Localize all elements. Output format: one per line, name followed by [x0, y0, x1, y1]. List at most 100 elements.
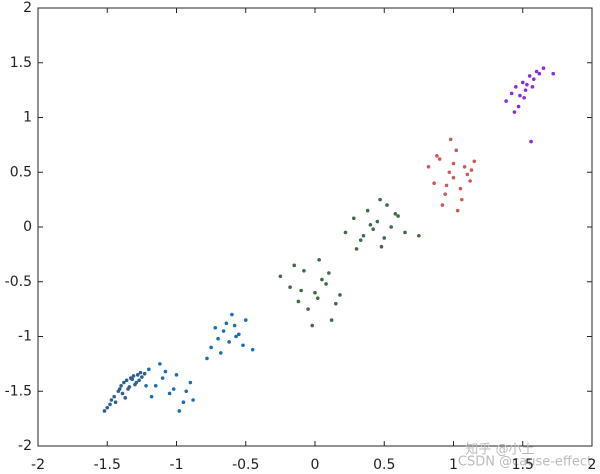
- point: [209, 345, 213, 350]
- point: [306, 307, 310, 311]
- point: [385, 203, 389, 207]
- point: [144, 383, 148, 388]
- point: [177, 409, 182, 413]
- point: [123, 396, 128, 400]
- point: [361, 233, 366, 238]
- point: [426, 164, 431, 169]
- point: [455, 208, 460, 213]
- point: [354, 247, 359, 251]
- point: [134, 380, 139, 385]
- point: [191, 398, 195, 402]
- point: [122, 380, 126, 385]
- point: [534, 69, 539, 74]
- point: [112, 394, 116, 399]
- point: [448, 137, 453, 142]
- plot-frame: [37, 7, 593, 447]
- point: [167, 391, 172, 396]
- point: [140, 375, 144, 379]
- point: [138, 370, 143, 375]
- point: [171, 387, 176, 391]
- point: [278, 274, 283, 279]
- point: [518, 93, 522, 98]
- point: [504, 99, 508, 103]
- x-tick-label: 2: [588, 457, 597, 473]
- point: [315, 296, 320, 300]
- point: [520, 80, 525, 85]
- point: [382, 236, 387, 240]
- point: [324, 282, 328, 286]
- point: [343, 230, 348, 235]
- point: [525, 82, 529, 87]
- point: [417, 233, 421, 238]
- y-tick-label: -0.5: [5, 274, 32, 290]
- point: [530, 85, 535, 89]
- y-tick-label: 2: [23, 0, 32, 16]
- point: [451, 175, 456, 180]
- point: [174, 373, 179, 377]
- point: [396, 214, 400, 218]
- point: [102, 409, 107, 413]
- x-tick-label: -0.5: [232, 457, 259, 473]
- point: [232, 323, 237, 328]
- point: [458, 186, 463, 191]
- point: [213, 325, 218, 330]
- point: [130, 377, 134, 382]
- point: [532, 77, 536, 81]
- point: [527, 74, 532, 78]
- point: [375, 219, 380, 224]
- x-tick-label: 0.5: [373, 457, 395, 473]
- point: [338, 293, 342, 297]
- point: [313, 290, 317, 295]
- point: [443, 192, 447, 196]
- point: [113, 400, 118, 405]
- point: [124, 378, 129, 383]
- point: [541, 66, 546, 71]
- point: [234, 334, 238, 339]
- point: [149, 394, 154, 399]
- point: [153, 383, 158, 388]
- point: [163, 369, 168, 374]
- point: [158, 362, 162, 366]
- y-tick-label: -2: [18, 438, 32, 454]
- x-tick-label: -2: [31, 457, 45, 473]
- point: [351, 216, 356, 221]
- point: [447, 170, 452, 175]
- point: [216, 336, 220, 341]
- point: [105, 405, 110, 410]
- y-tick-label: -1: [18, 329, 32, 345]
- point: [160, 376, 165, 380]
- point: [393, 212, 398, 216]
- y-tick-label: 1: [23, 110, 32, 126]
- x-tick-label: -1: [170, 457, 184, 473]
- point: [147, 367, 151, 372]
- point: [437, 157, 442, 161]
- point: [135, 373, 140, 377]
- point: [250, 347, 255, 352]
- point: [432, 181, 436, 185]
- point: [327, 271, 331, 275]
- point: [444, 183, 449, 188]
- point: [127, 385, 132, 389]
- point: [358, 238, 363, 242]
- point: [454, 148, 459, 153]
- point: [522, 95, 526, 100]
- point: [462, 164, 467, 169]
- point: [120, 391, 125, 396]
- point: [472, 159, 477, 164]
- point: [389, 225, 393, 229]
- y-tick-label: 0: [23, 219, 32, 235]
- point: [329, 318, 334, 322]
- point: [205, 356, 209, 361]
- point: [379, 244, 384, 249]
- point: [537, 71, 542, 76]
- point: [529, 139, 533, 144]
- point: [320, 277, 324, 282]
- point: [371, 227, 375, 231]
- point: [523, 88, 528, 92]
- watermark: 知乎 @小土: [465, 442, 534, 458]
- point: [219, 351, 223, 355]
- point: [137, 378, 141, 383]
- y-tick-label: 1.5: [10, 55, 32, 71]
- point: [465, 172, 470, 177]
